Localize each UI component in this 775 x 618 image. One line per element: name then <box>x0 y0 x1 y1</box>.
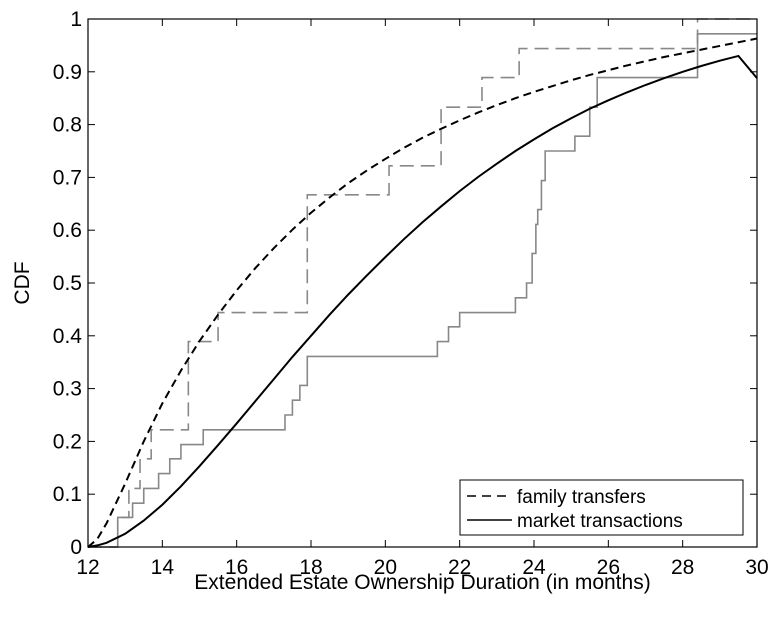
plot-frame <box>87 18 758 548</box>
x-tick-label-18: 18 <box>299 556 322 579</box>
series-market-transactions <box>87 54 758 548</box>
y-tick-label-9: 0.9 <box>53 61 82 84</box>
y-tick-label-2: 0.2 <box>53 430 82 453</box>
x-tick-label-22: 22 <box>448 556 471 579</box>
legend-label-market-transactions: market transactions <box>517 511 683 532</box>
y-tick-label-5: 0.5 <box>53 272 82 295</box>
x-tick-label-24: 24 <box>522 556 546 579</box>
y-tick-label-6: 0.6 <box>53 219 82 242</box>
y-tick-label-4: 0.4 <box>53 325 83 348</box>
y-tick-label-0: 0 <box>70 536 82 559</box>
y-tick-label-3: 0.3 <box>53 378 82 401</box>
axis-ticks: 12 14 16 18 20 22 24 26 28 30 0 0.1 0.2 0.3 0.4 0.5 0.6 0… <box>53 8 769 579</box>
y-tick-label-7: 0.7 <box>53 166 82 189</box>
series-layer <box>87 18 758 548</box>
series-family-transfers <box>87 37 758 548</box>
legend: family transfers market transactions <box>459 479 744 536</box>
y-tick-label-1: 0.1 <box>53 483 82 506</box>
x-tick-label-12: 12 <box>76 556 99 579</box>
x-tick-label-20: 20 <box>374 556 397 579</box>
legend-label-family-transfers: family transfers <box>517 487 646 508</box>
x-axis-label: Extended Estate Ownership Duration (in m… <box>194 571 650 594</box>
y-axis-label: CDF <box>11 261 34 304</box>
x-tick-label-14: 14 <box>151 556 175 579</box>
y-tick-label-10: 1 <box>70 8 82 31</box>
x-tick-label-28: 28 <box>671 556 694 579</box>
legend-box <box>459 479 744 536</box>
series-family-transfers-empirical <box>88 18 757 548</box>
y-tick-label-8: 0.8 <box>53 114 82 137</box>
x-tick-label-30: 30 <box>745 556 768 579</box>
series-market-transactions-empirical <box>88 32 757 548</box>
x-tick-label-26: 26 <box>597 556 620 579</box>
x-tick-label-16: 16 <box>225 556 248 579</box>
